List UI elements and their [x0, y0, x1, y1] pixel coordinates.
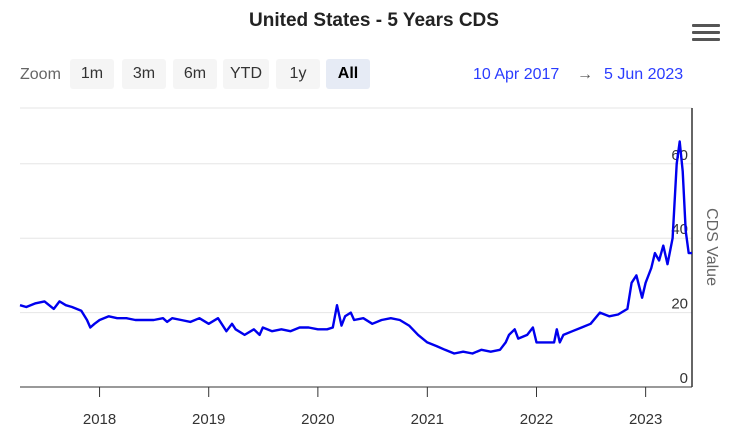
menu-bar-line — [692, 38, 720, 41]
x-tick-label: 2018 — [83, 411, 116, 428]
series-line — [19, 140, 692, 355]
y-axis: 0 20 40 60 — [671, 108, 693, 387]
zoom-6m-button[interactable]: 6m — [173, 59, 217, 89]
y-tick-label: 40 — [671, 221, 688, 238]
menu-bar-line — [692, 24, 720, 27]
y-axis-label: CDS Value — [703, 208, 720, 286]
y-tick-label: 0 — [680, 370, 688, 387]
range-to-date[interactable]: 5 Jun 2023 — [604, 66, 684, 83]
page-title: United States - 5 Years CDS — [249, 10, 499, 31]
zoom-1y-button[interactable]: 1y — [276, 59, 320, 89]
hamburger-menu-icon[interactable] — [692, 24, 720, 46]
x-tick-label: 2022 — [520, 411, 553, 428]
range-from-date[interactable]: 10 Apr 2017 — [473, 66, 560, 83]
zoom-1m-button[interactable]: 1m — [70, 59, 114, 89]
zoom-label: Zoom — [20, 66, 61, 83]
y-tick-label: 60 — [671, 147, 688, 164]
zoom-all-button[interactable]: All — [326, 59, 370, 89]
x-axis: 2018 2019 2020 2021 2022 2023 — [20, 386, 692, 428]
x-tick-label: 2023 — [629, 411, 662, 428]
zoom-3m-button[interactable]: 3m — [122, 59, 166, 89]
zoom-ytd-button[interactable]: YTD — [223, 59, 269, 89]
x-tick-label: 2020 — [301, 411, 334, 428]
grid-lines — [20, 107, 692, 314]
range-arrow: → — [577, 66, 593, 83]
x-tick-label: 2019 — [192, 411, 225, 428]
menu-bar-line — [692, 31, 720, 34]
x-tick-label: 2021 — [411, 411, 444, 428]
y-tick-label: 20 — [671, 296, 688, 313]
